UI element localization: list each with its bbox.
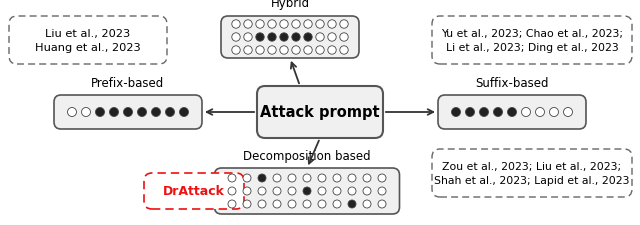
FancyBboxPatch shape xyxy=(438,96,586,129)
Circle shape xyxy=(378,174,386,182)
Circle shape xyxy=(138,108,147,117)
Circle shape xyxy=(109,108,118,117)
Circle shape xyxy=(228,174,236,182)
FancyBboxPatch shape xyxy=(257,87,383,138)
FancyBboxPatch shape xyxy=(221,17,359,59)
Circle shape xyxy=(280,47,288,55)
Circle shape xyxy=(244,47,252,55)
Circle shape xyxy=(273,200,281,208)
Circle shape xyxy=(348,187,356,195)
Circle shape xyxy=(536,108,545,117)
Circle shape xyxy=(268,21,276,29)
Circle shape xyxy=(508,108,516,117)
Circle shape xyxy=(363,174,371,182)
Circle shape xyxy=(244,34,252,42)
Circle shape xyxy=(318,200,326,208)
Circle shape xyxy=(340,34,348,42)
Circle shape xyxy=(243,200,251,208)
Text: Hybrid: Hybrid xyxy=(271,0,310,10)
Circle shape xyxy=(493,108,502,117)
Text: Prefix-based: Prefix-based xyxy=(92,77,164,90)
Circle shape xyxy=(166,108,175,117)
Circle shape xyxy=(268,34,276,42)
Circle shape xyxy=(81,108,90,117)
Circle shape xyxy=(378,187,386,195)
Circle shape xyxy=(292,47,300,55)
Circle shape xyxy=(318,187,326,195)
Circle shape xyxy=(288,200,296,208)
Circle shape xyxy=(244,21,252,29)
Text: DrAttack: DrAttack xyxy=(163,185,225,198)
FancyBboxPatch shape xyxy=(54,96,202,129)
Circle shape xyxy=(288,174,296,182)
Circle shape xyxy=(232,47,240,55)
Circle shape xyxy=(363,200,371,208)
Circle shape xyxy=(522,108,531,117)
FancyBboxPatch shape xyxy=(144,173,244,209)
Circle shape xyxy=(340,47,348,55)
Circle shape xyxy=(340,21,348,29)
Circle shape xyxy=(348,174,356,182)
Circle shape xyxy=(303,174,311,182)
Circle shape xyxy=(258,200,266,208)
Circle shape xyxy=(563,108,573,117)
Text: Attack prompt: Attack prompt xyxy=(260,105,380,120)
Text: Suffix-based: Suffix-based xyxy=(476,77,548,90)
Circle shape xyxy=(152,108,161,117)
Text: Decomposition based: Decomposition based xyxy=(243,149,371,162)
Circle shape xyxy=(273,174,281,182)
Circle shape xyxy=(378,200,386,208)
Circle shape xyxy=(124,108,132,117)
Circle shape xyxy=(273,187,281,195)
Circle shape xyxy=(363,187,371,195)
Circle shape xyxy=(228,187,236,195)
Circle shape xyxy=(348,200,356,208)
Circle shape xyxy=(303,200,311,208)
Circle shape xyxy=(256,47,264,55)
Circle shape xyxy=(95,108,104,117)
Circle shape xyxy=(479,108,488,117)
Circle shape xyxy=(292,34,300,42)
Circle shape xyxy=(288,187,296,195)
Circle shape xyxy=(67,108,77,117)
Circle shape xyxy=(465,108,474,117)
Circle shape xyxy=(179,108,189,117)
Circle shape xyxy=(304,47,312,55)
Circle shape xyxy=(333,174,341,182)
FancyBboxPatch shape xyxy=(214,168,399,214)
Circle shape xyxy=(328,34,336,42)
Circle shape xyxy=(316,47,324,55)
FancyBboxPatch shape xyxy=(9,17,167,65)
Circle shape xyxy=(333,187,341,195)
FancyBboxPatch shape xyxy=(432,149,632,197)
Circle shape xyxy=(243,174,251,182)
Circle shape xyxy=(258,187,266,195)
Circle shape xyxy=(232,34,240,42)
Text: Zou et al., 2023; Liu et al., 2023;
Shah et al., 2023; Lapid et al., 2023: Zou et al., 2023; Liu et al., 2023; Shah… xyxy=(435,161,630,185)
Circle shape xyxy=(318,174,326,182)
Circle shape xyxy=(316,34,324,42)
Circle shape xyxy=(258,174,266,182)
Circle shape xyxy=(280,34,288,42)
Circle shape xyxy=(232,21,240,29)
Circle shape xyxy=(328,21,336,29)
FancyBboxPatch shape xyxy=(432,17,632,65)
Circle shape xyxy=(451,108,461,117)
Circle shape xyxy=(268,47,276,55)
Circle shape xyxy=(228,200,236,208)
Circle shape xyxy=(328,47,336,55)
Circle shape xyxy=(256,21,264,29)
Circle shape xyxy=(550,108,559,117)
Text: Yu et al., 2023; Chao et al., 2023;
Li et al., 2023; Ding et al., 2023: Yu et al., 2023; Chao et al., 2023; Li e… xyxy=(441,29,623,53)
Circle shape xyxy=(304,34,312,42)
Circle shape xyxy=(256,34,264,42)
Circle shape xyxy=(333,200,341,208)
Text: Liu et al., 2023
Huang et al., 2023: Liu et al., 2023 Huang et al., 2023 xyxy=(35,29,141,53)
Circle shape xyxy=(243,187,251,195)
Circle shape xyxy=(303,187,311,195)
Circle shape xyxy=(316,21,324,29)
Circle shape xyxy=(292,21,300,29)
Circle shape xyxy=(280,21,288,29)
Circle shape xyxy=(304,21,312,29)
